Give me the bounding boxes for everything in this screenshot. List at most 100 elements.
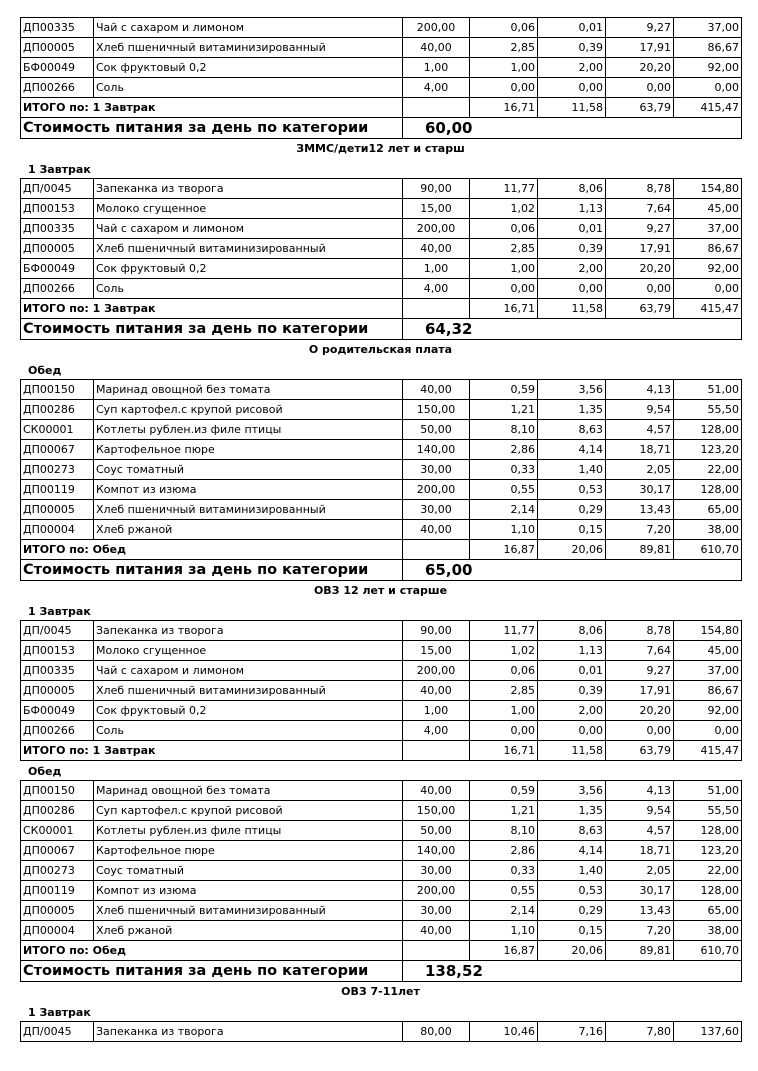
- item-carbs: 18,71: [605, 840, 674, 861]
- menu-table: ДП/0045 Запеканка из творога 80,00 10,46 7,1…: [20, 1021, 742, 1042]
- item-carbs: 0,00: [605, 77, 674, 98]
- item-protein: 1,10: [469, 920, 538, 941]
- item-carbs: 8,78: [605, 178, 674, 199]
- item-fat: 8,06: [537, 620, 606, 641]
- item-name: Соль: [93, 278, 403, 299]
- total-value: 16,71: [469, 97, 538, 118]
- category-title: О родительская плата: [308, 343, 453, 356]
- table-row: ДП00335 Чай с сахаром и лимоном 200,00 0,06…: [20, 218, 742, 239]
- item-protein: 0,06: [469, 660, 538, 681]
- category-title: ЗММС/дети12 лет и старш: [296, 142, 465, 155]
- item-carbs: 30,17: [605, 479, 674, 500]
- item-carbs: 7,64: [605, 198, 674, 219]
- item-name: Суп картофел.с крупой рисовой: [93, 800, 403, 821]
- item-name: Картофельное пюре: [93, 840, 403, 861]
- item-carbs: 0,00: [605, 720, 674, 741]
- item-carbs: 20,20: [605, 57, 674, 78]
- item-quantity: 1,00: [402, 700, 470, 721]
- item-carbs: 9,27: [605, 17, 674, 38]
- item-carbs: 17,91: [605, 37, 674, 58]
- total-value: [402, 940, 470, 961]
- item-calories: 0,00: [673, 278, 742, 299]
- item-code: ДП00119: [20, 880, 94, 901]
- cost-row: Стоимость питания за день по категории 65…: [20, 559, 742, 581]
- item-carbs: 13,43: [605, 900, 674, 921]
- item-calories: 37,00: [673, 660, 742, 681]
- total-label: ИТОГО по: 1 Завтрак: [20, 97, 403, 118]
- item-quantity: 200,00: [402, 880, 470, 901]
- item-name: Хлеб пшеничный витаминизированный: [93, 499, 403, 520]
- item-carbs: 9,27: [605, 660, 674, 681]
- item-protein: 1,02: [469, 198, 538, 219]
- item-carbs: 4,13: [605, 780, 674, 801]
- item-code: ДП00273: [20, 459, 94, 480]
- cost-value: 138,52: [402, 960, 742, 982]
- item-quantity: 40,00: [402, 519, 470, 540]
- table-row: ДП00286 Суп картофел.с крупой рисовой 150,…: [20, 800, 742, 821]
- cost-label: Стоимость питания за день по категории: [20, 318, 403, 340]
- item-fat: 0,53: [537, 880, 606, 901]
- menu-table: ДП00335 Чай с сахаром и лимоном 200,00 0,06…: [20, 17, 742, 139]
- item-code: ДП00150: [20, 780, 94, 801]
- item-carbs: 2,05: [605, 860, 674, 881]
- item-calories: 128,00: [673, 880, 742, 901]
- table-row: БФ00049 Сок фруктовый 0,2 1,00 1,00 2,00 20,2…: [20, 700, 742, 721]
- item-protein: 2,86: [469, 840, 538, 861]
- item-fat: 3,56: [537, 780, 606, 801]
- item-code: ДП00005: [20, 238, 94, 259]
- item-quantity: 200,00: [402, 17, 470, 38]
- item-fat: 0,00: [537, 77, 606, 98]
- item-calories: 65,00: [673, 900, 742, 921]
- item-quantity: 40,00: [402, 238, 470, 259]
- item-protein: 11,77: [469, 620, 538, 641]
- total-value: 415,47: [673, 740, 742, 761]
- total-label: ИТОГО по: 1 Завтрак: [20, 740, 403, 761]
- item-code: ДП/0045: [20, 620, 94, 641]
- item-name: Молоко сгущенное: [93, 640, 403, 661]
- item-calories: 22,00: [673, 860, 742, 881]
- item-code: ДП00266: [20, 720, 94, 741]
- item-name: Чай с сахаром и лимоном: [93, 17, 403, 38]
- menu-table: ДП/0045 Запеканка из творога 90,00 11,77 8,0…: [20, 178, 742, 340]
- item-quantity: 200,00: [402, 479, 470, 500]
- item-protein: 1,10: [469, 519, 538, 540]
- meal-label: 1 Завтрак: [28, 1006, 91, 1019]
- item-code: ДП00005: [20, 499, 94, 520]
- item-quantity: 15,00: [402, 640, 470, 661]
- item-protein: 11,77: [469, 178, 538, 199]
- item-quantity: 200,00: [402, 218, 470, 239]
- item-carbs: 0,00: [605, 278, 674, 299]
- total-row: ИТОГО по: 1 Завтрак 16,71 11,58 63,79 415,47: [20, 298, 742, 319]
- cost-label: Стоимость питания за день по категории: [20, 117, 403, 139]
- table-row: ДП/0045 Запеканка из творога 90,00 11,77 8,0…: [20, 620, 742, 641]
- table-row: ДП00266 Соль 4,00 0,00 0,00 0,00 0,00: [20, 77, 742, 98]
- total-value: 610,70: [673, 940, 742, 961]
- menu-report: ДП00335 Чай с сахаром и лимоном 200,00 0,06…: [20, 17, 742, 1042]
- item-carbs: 7,64: [605, 640, 674, 661]
- item-name: Сок фруктовый 0,2: [93, 258, 403, 279]
- table-row: ДП00004 Хлеб ржаной 40,00 1,10 0,15 7,20 38,00: [20, 920, 742, 941]
- item-calories: 45,00: [673, 640, 742, 661]
- total-row: ИТОГО по: Обед 16,87 20,06 89,81 610,70: [20, 940, 742, 961]
- total-value: [402, 740, 470, 761]
- item-fat: 0,29: [537, 499, 606, 520]
- item-code: ДП00266: [20, 278, 94, 299]
- item-quantity: 40,00: [402, 780, 470, 801]
- table-row: ДП00119 Компот из изюма 200,00 0,55 0,53 30,1…: [20, 479, 742, 500]
- item-quantity: 50,00: [402, 820, 470, 841]
- table-row: ДП00266 Соль 4,00 0,00 0,00 0,00 0,00: [20, 278, 742, 299]
- item-fat: 4,14: [537, 439, 606, 460]
- item-name: Маринад овощной без томата: [93, 780, 403, 801]
- menu-table: ДП00150 Маринад овощной без томата 40,00 0,…: [20, 780, 742, 982]
- item-quantity: 1,00: [402, 258, 470, 279]
- total-value: [402, 298, 470, 319]
- menu-table: ДП00150 Маринад овощной без томата 40,00 0,…: [20, 379, 742, 581]
- cost-value: 64,32: [402, 318, 742, 340]
- item-code: ДП/0045: [20, 178, 94, 199]
- item-calories: 38,00: [673, 519, 742, 540]
- total-value: 63,79: [605, 298, 674, 319]
- item-protein: 10,46: [469, 1021, 538, 1042]
- item-carbs: 4,57: [605, 419, 674, 440]
- item-code: ДП00004: [20, 519, 94, 540]
- item-name: Соус томатный: [93, 860, 403, 881]
